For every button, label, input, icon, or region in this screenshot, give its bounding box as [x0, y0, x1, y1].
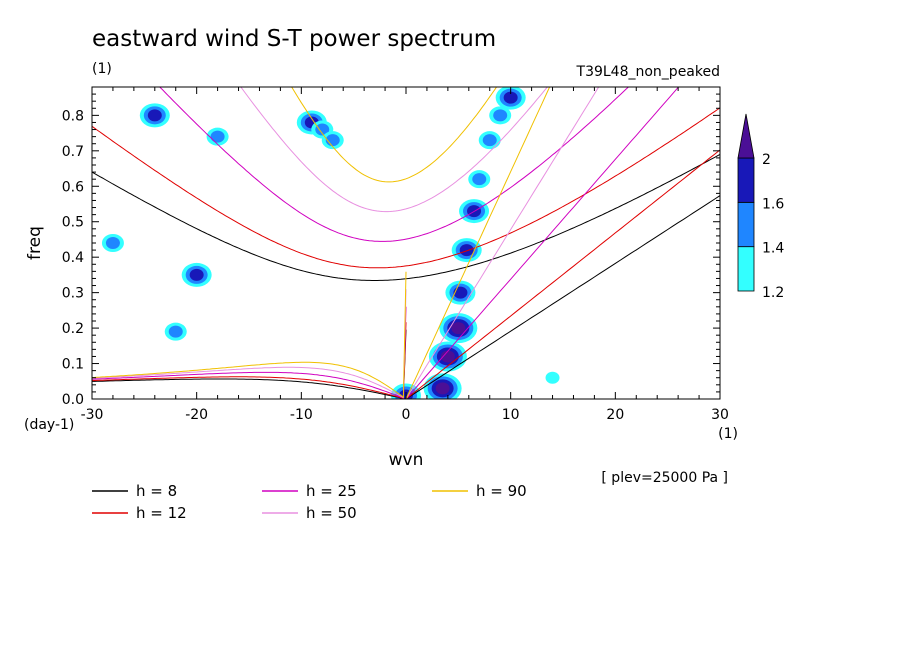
colorbar-extend-triangle: [737, 113, 755, 159]
x-tick-label: 10: [502, 407, 520, 423]
contour-blob-1-3: [440, 350, 455, 363]
contour-blob-8-2: [503, 91, 518, 104]
plev-label: [ plev=25000 Pa ]: [601, 470, 728, 486]
y-tick-label: 0.6: [62, 179, 84, 195]
x-tick-label: -30: [81, 407, 104, 423]
y-axis-unit: (day-1): [24, 417, 74, 433]
legend: h = 8 h = 12 h = 25 h = 50 h = 90: [92, 482, 527, 522]
contour-blob-9-1: [493, 109, 508, 122]
colorbar-segment: [737, 157, 755, 203]
colorbar-label: 1.2: [762, 285, 784, 301]
contour-blob-7-1: [482, 134, 497, 147]
colorbar-label: 1.6: [762, 196, 784, 212]
legend-label: h = 12: [136, 504, 187, 522]
legend-label: h = 25: [306, 482, 357, 500]
x-tick-label: 20: [606, 407, 624, 423]
colorbar: 1.2 1.4 1.6 2: [737, 113, 784, 301]
colorbar-segment: [737, 201, 755, 248]
x-tick-label: 30: [711, 407, 729, 423]
contour-blob-2-3: [451, 322, 466, 335]
contour-blob-11-2: [189, 268, 204, 281]
colorbar-segment: [737, 246, 755, 292]
run-label: T39L48_non_peaked: [576, 64, 720, 80]
contour-blob-3-2: [453, 286, 468, 299]
kelvin-curve-h12: [405, 149, 720, 399]
x-tick-label: 0: [402, 407, 411, 423]
legend-label: h = 50: [306, 504, 357, 522]
colorbar-label: 1.4: [762, 241, 784, 257]
x-axis-unit: (1): [718, 426, 738, 442]
colorbar-label: 2: [762, 152, 771, 168]
rossby-curve-h8: [92, 329, 407, 399]
rossby-curve-h50: [92, 289, 407, 399]
plot-area: [92, 87, 720, 399]
rossby-curve-h25: [92, 306, 407, 399]
y-tick-label: 0.5: [62, 215, 84, 231]
y-tick-label: 0.4: [62, 250, 84, 266]
kelvin-curve-h90: [405, 87, 551, 399]
y-tick-label: 0.3: [62, 286, 84, 302]
rossby-curve-h12: [92, 322, 407, 399]
x-tick-label: -10: [290, 407, 313, 423]
kelvin-curve-h8: [405, 195, 720, 399]
dispersion-curves: [92, 87, 720, 399]
chart-title: eastward wind S-T power spectrum: [92, 26, 496, 52]
x-tick-label: -20: [185, 407, 208, 423]
y-axis-title: freq: [25, 226, 45, 260]
contour-blob-6-1: [472, 173, 487, 186]
rossby-curve-h90: [92, 271, 407, 399]
x-tick-labels: -30 -20 -10 0 10 20 30: [81, 407, 729, 423]
contour-blob-16-1: [210, 130, 225, 143]
axis-ticks: [91, 86, 721, 400]
contour-blob-4-2: [459, 244, 474, 257]
y-tick-label: 0.2: [62, 321, 84, 337]
ig-curve-h12: [92, 107, 720, 269]
y-tick-label: 0.8: [62, 108, 84, 124]
contour-blob-17-1: [168, 325, 183, 338]
contour-blob-19-0: [545, 371, 560, 384]
legend-label: h = 90: [476, 482, 527, 500]
legend-label: h = 8: [136, 482, 177, 500]
y-tick-label: 0.7: [62, 144, 84, 160]
contour-blob-13-1: [315, 123, 330, 136]
ig-curve-h90: [291, 87, 498, 183]
y-tick-labels: 0.0 0.1 0.2 0.3 0.4 0.5 0.6 0.7 0.8: [62, 108, 84, 408]
y-tick-label: 0.1: [62, 357, 84, 373]
y-tick-label: 0.0: [62, 392, 84, 408]
contour-layer: [101, 87, 560, 399]
kelvin-curve-h50: [405, 87, 600, 399]
contour-blob-15-1: [105, 237, 120, 249]
contour-blob-10-2: [147, 109, 162, 122]
title-unit: (1): [92, 61, 112, 77]
kelvin-curve-h25: [405, 87, 680, 399]
ig-curve-h50: [240, 87, 548, 213]
contour-blob-0-3: [435, 382, 450, 395]
x-axis-title: wvn: [389, 450, 424, 470]
ig-curve-h25: [159, 87, 630, 242]
